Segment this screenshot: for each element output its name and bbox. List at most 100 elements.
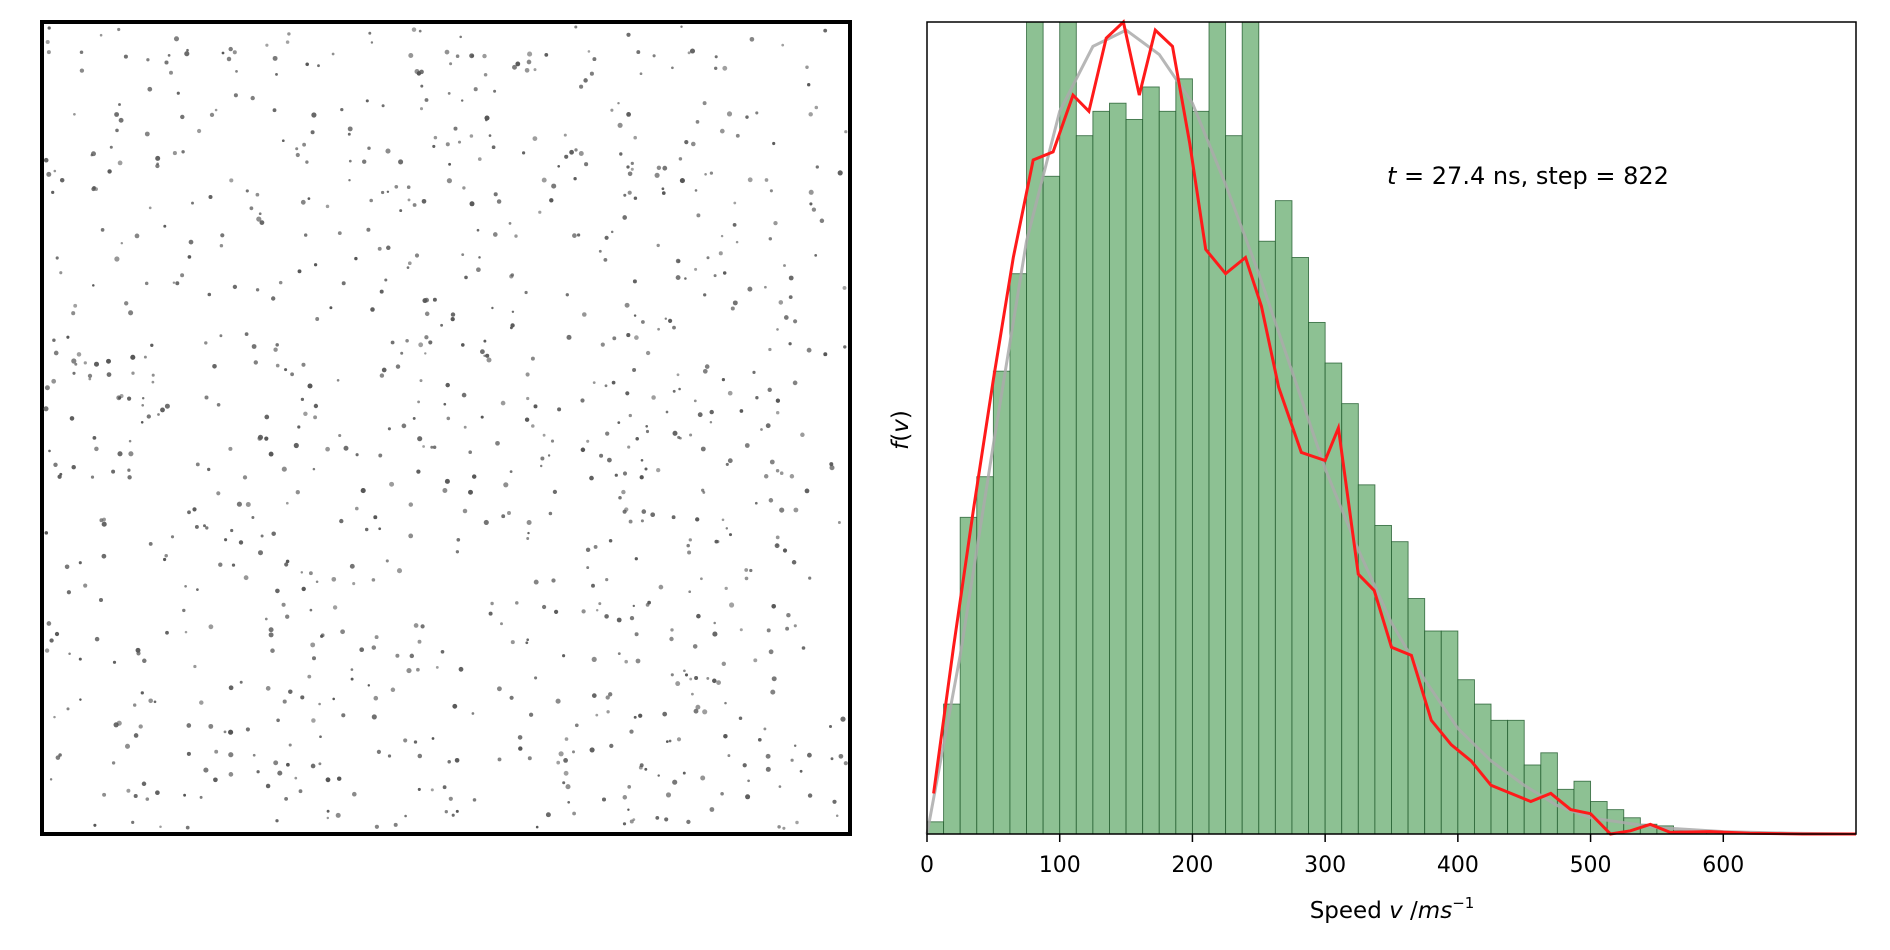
particle-dot (114, 256, 120, 262)
particle-dot (49, 638, 54, 643)
particle-dot (509, 695, 514, 700)
particle-dot (153, 700, 157, 704)
particle-dot (251, 344, 257, 349)
histogram-bar (1308, 321, 1326, 835)
particle-dot (452, 703, 458, 709)
particle-dot (140, 421, 144, 424)
histogram-bar (1391, 541, 1409, 835)
particle-dot (749, 568, 753, 573)
particle-dot (228, 685, 234, 691)
particle-dot (117, 27, 121, 32)
particle-dot (729, 602, 735, 608)
particle-dot (164, 60, 169, 65)
particle-dot (484, 115, 490, 121)
particle-dot (485, 353, 490, 358)
particle-dot (684, 277, 687, 280)
particle-dot (769, 189, 773, 193)
particle-dot (532, 136, 538, 142)
particle-dot (579, 84, 584, 89)
particle-dot (670, 673, 674, 677)
particle-dot (419, 379, 423, 383)
particle-dot (164, 403, 170, 409)
particle-dot (389, 481, 395, 487)
particle-dot (573, 177, 577, 181)
particle-dot (565, 293, 569, 297)
particle-dot (476, 228, 480, 232)
particle-dot (400, 351, 404, 355)
particle-dot (273, 347, 278, 352)
histogram-bar (1075, 135, 1094, 835)
particle-dot (614, 473, 618, 477)
particle-dot (115, 128, 119, 133)
particle-dot (271, 531, 276, 536)
particle-dot (709, 807, 715, 812)
particle-dot (315, 317, 320, 321)
particle-dot (398, 159, 404, 165)
particle-dot (313, 415, 318, 420)
particle-dot (589, 475, 594, 481)
particle-dot (672, 779, 678, 785)
particle-dot (365, 99, 369, 103)
particle-dot (340, 629, 345, 635)
particle-dot (684, 673, 689, 677)
particle-dot (605, 695, 610, 700)
particle-dot (413, 740, 418, 744)
histogram-bar (1374, 524, 1392, 835)
particle-dot (726, 111, 733, 117)
particle-dot (626, 112, 631, 117)
particle-dot (445, 382, 450, 388)
particle-dot (307, 197, 311, 200)
particle-dot (141, 781, 147, 787)
particle-dot (418, 29, 422, 33)
particle-dot (432, 144, 436, 148)
particle-dot (686, 543, 690, 548)
particle-dot (687, 51, 691, 55)
particle-dot (288, 689, 293, 694)
particle-dot (493, 89, 497, 93)
particle-dot (654, 172, 660, 178)
particle-dot (150, 343, 154, 347)
particle-dot (609, 743, 614, 749)
particle-dot (366, 227, 371, 232)
particle-dot (445, 142, 450, 147)
particle-dot (228, 729, 234, 735)
particle-dot (44, 648, 50, 653)
particle-dot (133, 703, 137, 707)
particle-dot (231, 563, 236, 567)
particle-dot (491, 145, 496, 150)
particle-dot (312, 656, 316, 661)
particle-dot (373, 515, 378, 520)
particle-dot (665, 410, 669, 414)
particle-dot (53, 462, 58, 467)
particle-dot (777, 825, 781, 829)
particle-dot (128, 439, 132, 443)
particle-dot (213, 777, 218, 783)
particle-dot (180, 273, 185, 278)
particle-dot (55, 755, 61, 760)
particle-dot (285, 40, 290, 44)
particle-dot (236, 501, 242, 507)
speed-histogram-panel: 0 100 200 300 400 500 600 t = 27.4 ns, step = … (888, 19, 1857, 924)
particle-dot (275, 72, 278, 76)
particle-dot (268, 632, 274, 638)
particle-dot (545, 812, 551, 818)
particle-dot (102, 792, 107, 797)
particle-dot (343, 445, 349, 451)
particle-dot (633, 715, 637, 719)
particle-dot (230, 528, 234, 533)
particle-dot (302, 142, 306, 147)
particle-dot (763, 727, 767, 731)
histogram-bar (1208, 21, 1227, 835)
y-axis-label: f(v) (888, 410, 914, 450)
particle-dot (408, 533, 414, 539)
particle-dot (583, 78, 588, 83)
particle-dot (455, 54, 460, 58)
particle-dot (259, 220, 265, 226)
particle-dot (764, 178, 769, 182)
particle-dot (44, 385, 50, 391)
particle-dot (702, 368, 708, 374)
particle-dot (564, 154, 569, 159)
particle-dot (99, 33, 103, 37)
particle-dot (733, 201, 737, 205)
particle-dot (785, 626, 790, 631)
